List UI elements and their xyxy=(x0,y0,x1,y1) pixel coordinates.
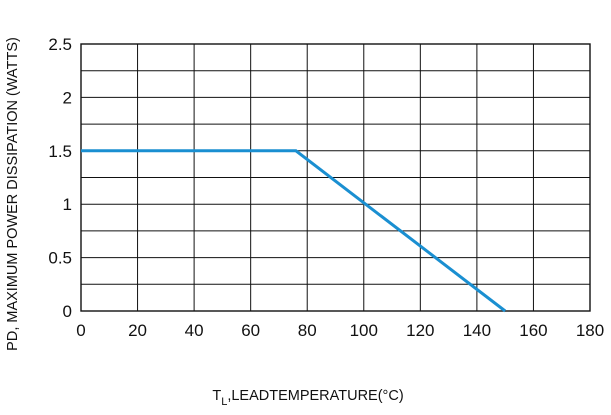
y-axis-tick-labels: 0 0.5 1 1.5 2 2.5 xyxy=(48,35,72,321)
plot-area-frame xyxy=(80,43,591,312)
y-tick-label: 0 xyxy=(63,302,72,321)
x-tick-label: 120 xyxy=(406,321,434,340)
x-tick-label: 0 xyxy=(76,321,85,340)
y-tick-label: 1.5 xyxy=(48,142,72,161)
x-tick-label: 100 xyxy=(350,321,378,340)
x-tick-label: 40 xyxy=(185,321,204,340)
x-axis-label: TL,LEADTEMPERATURE(°C) xyxy=(212,388,403,408)
x-axis-label-rest: ,LEADTEMPERATURE(°C) xyxy=(227,388,403,404)
x-tick-label: 180 xyxy=(576,321,604,340)
x-tick-label: 20 xyxy=(128,321,147,340)
x-tick-label: 160 xyxy=(519,321,547,340)
x-tick-label: 140 xyxy=(463,321,491,340)
series-layer xyxy=(81,149,507,313)
y-axis-label: PD, MAXIMUM POWER DISSIPATION (WATTS) xyxy=(5,37,21,351)
derating-curve xyxy=(81,149,507,313)
y-tick-label: 0.5 xyxy=(48,249,72,268)
y-tick-label: 2.5 xyxy=(48,35,72,54)
x-axis-label-main: T xyxy=(212,388,221,404)
y-tick-label: 1 xyxy=(63,195,72,214)
grid-lines xyxy=(81,44,590,311)
x-axis-label-subscript: L xyxy=(221,396,227,408)
x-axis-tick-labels: 0 20 40 60 80 100 120 140 160 180 xyxy=(76,321,604,340)
y-tick-label: 2 xyxy=(63,88,72,107)
x-tick-label: 80 xyxy=(298,321,317,340)
x-tick-label: 60 xyxy=(241,321,260,340)
